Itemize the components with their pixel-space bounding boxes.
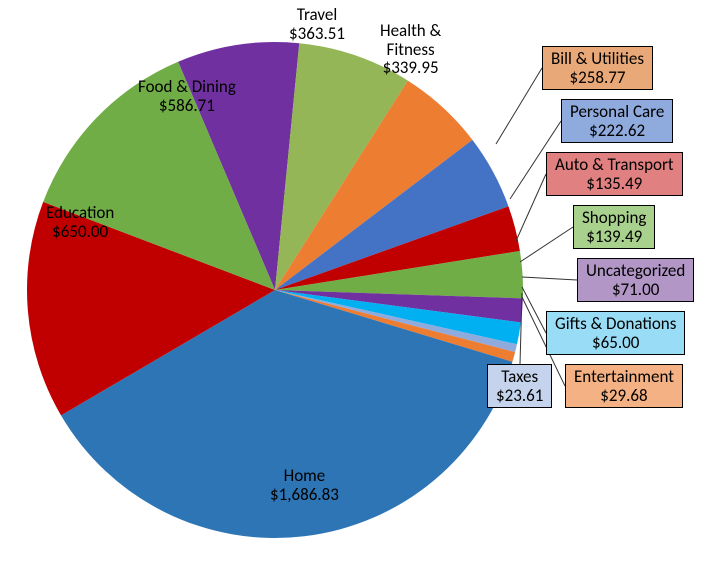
legend-label-name: Gifts & Donations xyxy=(555,315,676,334)
legend-label-name: Taxes xyxy=(496,368,543,387)
legend-label-value: $29.68 xyxy=(574,387,674,406)
legend-label-value: $23.61 xyxy=(496,387,543,406)
spending-pie-chart: Travel$363.51Health &Fitness$339.95Home$… xyxy=(0,0,728,561)
legend-box: Personal Care$222.62 xyxy=(561,99,673,143)
legend-box: Bill & Utilities$258.77 xyxy=(542,46,653,90)
legend-box: Gifts & Donations$65.00 xyxy=(546,311,685,355)
legend-label-name: Uncategorized xyxy=(586,262,685,281)
legend-label-value: $139.49 xyxy=(582,228,646,247)
legend-label-name: Auto & Transport xyxy=(555,156,674,175)
legend-label-name: Bill & Utilities xyxy=(551,50,644,69)
legend-label-name: Personal Care xyxy=(570,103,664,122)
legend-box: Uncategorized$71.00 xyxy=(577,258,694,302)
legend-box: Auto & Transport$135.49 xyxy=(546,152,683,196)
legend-label-value: $65.00 xyxy=(555,334,676,353)
legend-label-value: $71.00 xyxy=(586,281,685,300)
leader-line xyxy=(496,68,542,144)
legend-label-name: Shopping xyxy=(582,209,646,228)
legend-box: Taxes$23.61 xyxy=(487,364,552,408)
legend-label-value: $258.77 xyxy=(551,69,644,88)
leader-line xyxy=(516,174,546,241)
leader-line xyxy=(522,277,577,280)
legend-label-name: Entertainment xyxy=(574,368,674,387)
leader-line xyxy=(520,227,573,262)
legend-box: Entertainment$29.68 xyxy=(565,364,683,408)
legend-box: Shopping$139.49 xyxy=(573,205,655,249)
legend-label-value: $135.49 xyxy=(555,175,674,194)
legend-label-value: $222.62 xyxy=(570,122,664,141)
leader-line xyxy=(522,287,546,333)
